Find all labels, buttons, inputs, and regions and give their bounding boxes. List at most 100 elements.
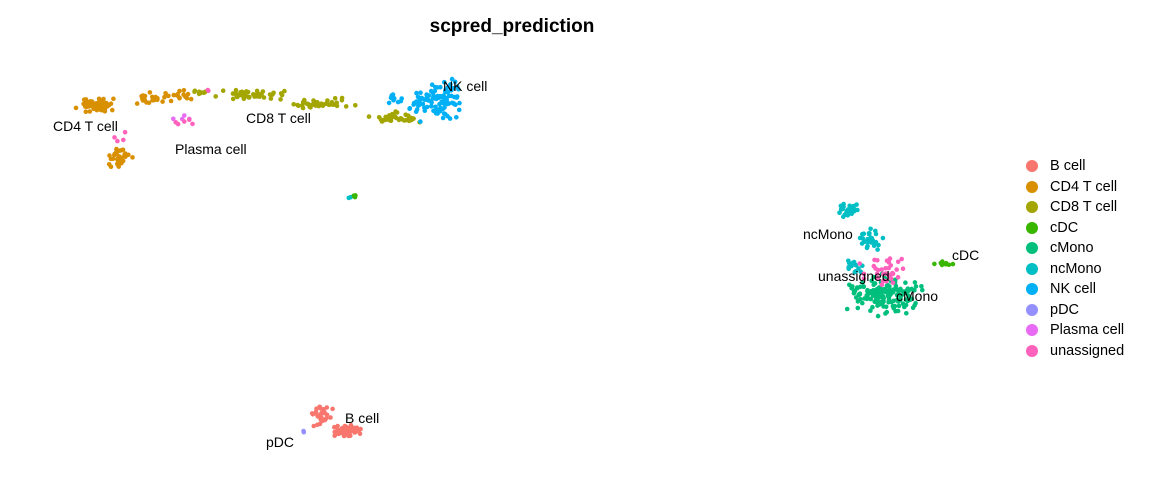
point-nk-cell [413,109,419,114]
point-nk-cell [416,103,421,109]
point-unassigned [881,271,886,277]
point-cmono [909,286,914,292]
point-unassigned [857,261,862,266]
point-b-cell [345,430,351,436]
point-b-cell [315,422,320,428]
point-unassigned [871,263,877,269]
point-cmono [893,286,898,292]
legend-key [1026,201,1038,214]
point-nk-cell [414,90,419,96]
cluster-label-unassigned: unassigned [818,268,890,284]
point-unassigned [875,276,881,281]
point-b-cell [328,415,333,420]
point-cmono [886,299,891,305]
point-cmono [903,280,908,286]
point-cmono [912,280,918,285]
legend-item: unassigned [1026,341,1124,362]
point-cmono [883,311,888,316]
point-cd8-t-cell [213,94,218,99]
point-cmono [887,284,892,289]
point-cmono [913,284,919,289]
point-cd4-t-cell [108,164,114,170]
point-unassigned [879,267,884,272]
point-unassigned [886,259,892,265]
point-cd4-t-cell [119,160,124,166]
point-b-cell [330,406,335,412]
point-unassigned [121,137,126,143]
point-nk-cell [418,90,423,95]
legend: B cell CD4 T cell CD8 T cell cDC cMono ncMono… [1026,156,1124,361]
point-cmono [887,293,892,298]
legend-key [1026,324,1038,337]
point-cd8-t-cell [332,96,338,101]
point-cmono [903,302,909,308]
point-nk-cell [433,104,438,110]
cluster-label-cmono: cMono [896,288,938,304]
point-nk-cell [452,79,458,85]
point-b-cell [322,409,327,415]
point-cd8-t-cell [247,94,252,100]
point-cd8-t-cell [192,89,197,94]
point-b-cell [318,406,323,411]
point-cd8-t-cell [376,115,382,120]
point-cd4-t-cell [147,90,153,95]
point-unassigned [175,121,181,127]
point-ncmono [868,226,873,232]
point-cmono [861,284,866,289]
point-b-cell [335,423,340,429]
legend-label: cDC [1050,219,1079,236]
point-cd4-t-cell [177,88,182,94]
cluster-label-plasma-cell: Plasma cell [175,141,247,157]
point-cd4-t-cell [163,91,168,96]
point-nk-cell [429,82,435,87]
point-ncmono [873,231,879,237]
point-cmono [901,291,906,297]
point-cd4-t-cell [89,99,94,104]
point-cd8-t-cell [334,103,340,109]
point-nk-cell [444,101,450,107]
point-unassigned [900,266,906,272]
point-nk-cell [440,106,446,112]
point-cd8-t-cell [253,92,258,98]
point-nk-cell [420,101,426,107]
cluster-labels-layer: CD4 T cell Plasma cell CD8 T cell NK cell nc… [53,78,979,450]
point-cmono [868,308,873,314]
point-cmono [897,287,903,293]
point-cdc [950,261,956,267]
point-nk-cell [425,98,431,103]
point-nk-cell [447,116,453,121]
point-nk-cell [398,98,404,104]
point-cd8-t-cell [343,104,349,109]
point-ncmono [846,258,851,264]
point-cd4-t-cell [87,109,93,114]
point-cd8-t-cell [244,89,249,94]
point-ncmono [844,208,850,214]
point-nk-cell [440,100,446,105]
point-b-cell [341,426,347,432]
point-cd8-t-cell [389,115,394,120]
point-nk-cell [407,106,412,112]
legend-label: CD4 T cell [1050,178,1118,195]
point-unassigned [887,256,893,261]
point-pdc [301,429,307,435]
point-unassigned [872,257,877,263]
point-ncmono [856,266,861,271]
points-layer [73,76,956,439]
point-cd8-t-cell [393,109,398,114]
point-cd8-t-cell [235,94,240,100]
point-nk-cell [418,119,423,124]
legend-key [1026,344,1038,357]
point-cd4-t-cell [130,155,135,160]
point-cdc [943,261,949,267]
point-cd8-t-cell [326,102,332,107]
point-cd8-t-cell [320,103,326,109]
point-cd4-t-cell [110,107,115,113]
point-unassigned [879,282,885,288]
legend-label: ncMono [1050,260,1102,277]
point-b-cell [332,433,338,439]
legend-label: B cell [1050,158,1086,175]
point-cd4-t-cell [162,94,167,100]
point-ncmono [867,231,872,236]
point-cd8-t-cell [315,100,320,105]
